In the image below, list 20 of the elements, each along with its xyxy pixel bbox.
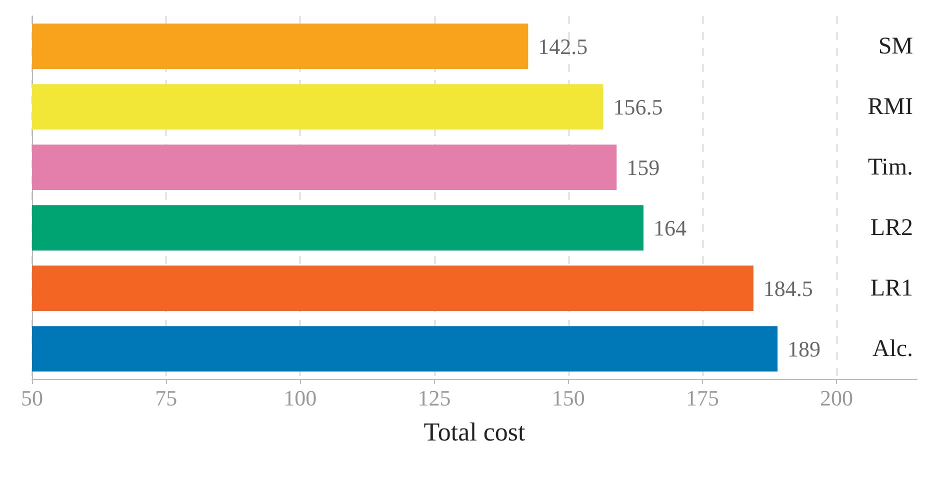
y-tick-label: Alc. — [872, 336, 913, 362]
x-tick-label: 100 — [284, 386, 317, 410]
x-axis-title: Total cost — [424, 418, 526, 446]
x-tick-label: 125 — [418, 386, 451, 410]
y-tick-label: LR1 — [870, 275, 913, 302]
y-tick-label: SM — [878, 33, 913, 60]
x-tick-label: 175 — [686, 386, 719, 410]
data-label: 189 — [788, 336, 821, 362]
data-label: 159 — [626, 154, 660, 180]
data-label: 184.5 — [763, 276, 813, 301]
data-label: 164 — [653, 215, 686, 240]
x-tick-label: 200 — [820, 386, 854, 410]
x-tick-label: 150 — [552, 386, 585, 410]
data-label: 156.5 — [613, 94, 663, 120]
x-tick-label: 75 — [155, 386, 178, 410]
y-tick-label: Tim. — [868, 154, 913, 180]
x-tick-label: 50 — [21, 386, 43, 410]
data-label: 142.5 — [538, 34, 588, 59]
y-tick-label: RMI — [868, 94, 914, 120]
y-tick-label: LR2 — [870, 214, 913, 241]
